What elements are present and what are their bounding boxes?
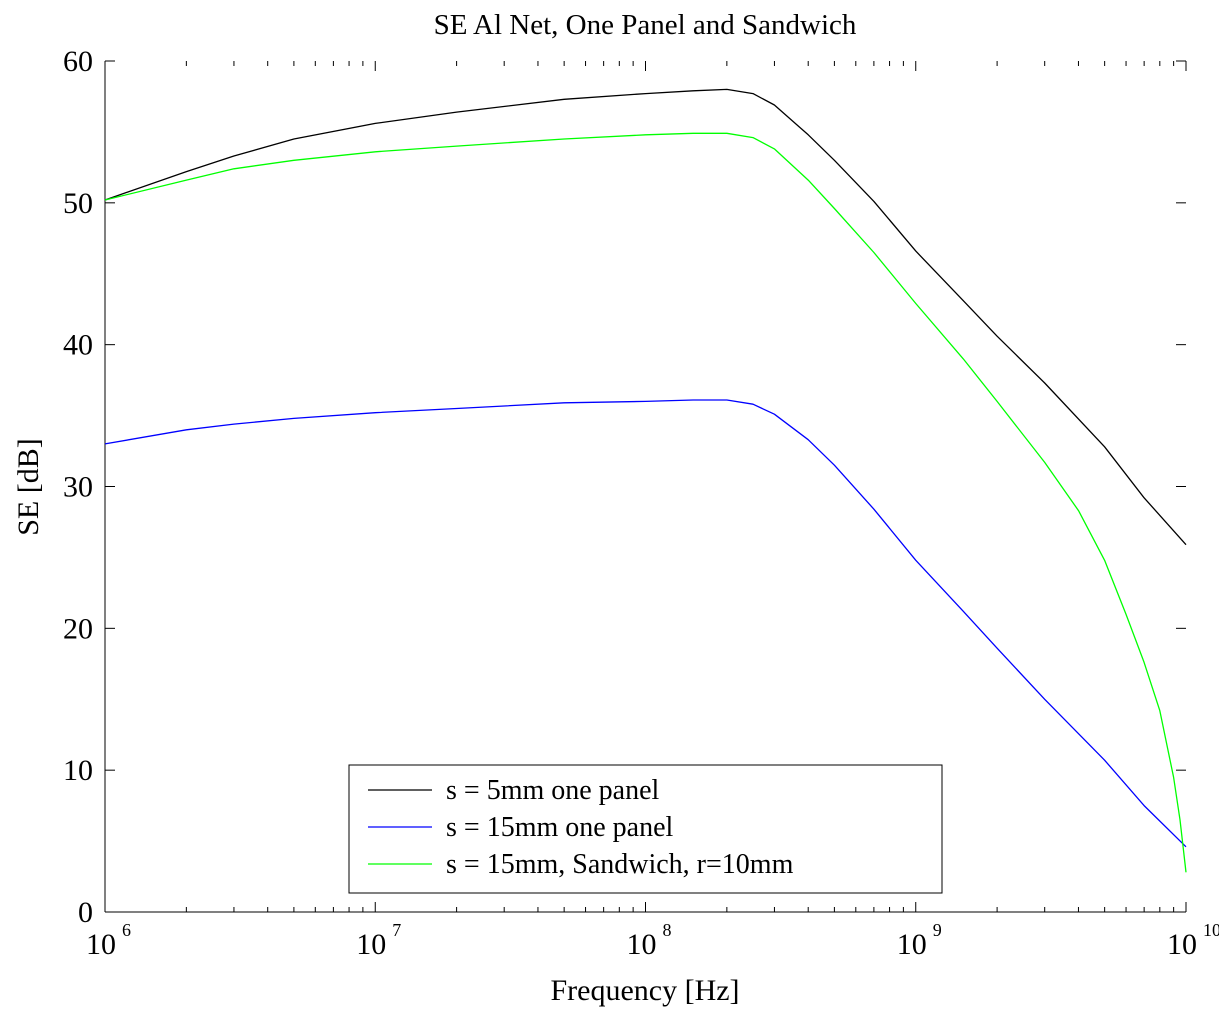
x-axis-ticks: 10 6 10 7 10 8 10 9 10 10 [86, 61, 1219, 961]
y-tick-label: 50 [63, 187, 93, 220]
y-tick-label: 10 [63, 754, 93, 787]
legend: s = 5mm one panel s = 15mm one panel s = 1… [348, 764, 943, 894]
series-line-1 [104, 88, 1187, 546]
x-tick-label: 10 [86, 928, 116, 961]
y-tick-label: 30 [63, 471, 93, 504]
y-axis-ticks: 0 10 20 30 40 50 60 [63, 45, 1186, 929]
x-tick-exponent: 8 [663, 920, 672, 940]
legend-label-1: s = 5mm one panel [446, 775, 660, 806]
y-axis-label: SE [dB] [12, 438, 45, 536]
legend-label-2: s = 15mm one panel [446, 812, 674, 843]
x-tick-exponent: 7 [392, 920, 401, 940]
series-lines [104, 88, 1187, 873]
x-tick-exponent: 6 [122, 920, 131, 940]
x-axis-label: Frequency [Hz] [550, 974, 739, 1007]
series-line-2 [104, 399, 1187, 848]
x-tick-label: 10 [356, 928, 386, 961]
y-tick-label: 60 [63, 45, 93, 78]
series-line-3 [104, 132, 1187, 873]
x-tick-label: 10 [627, 928, 657, 961]
x-tick-exponent: 10 [1203, 920, 1219, 940]
x-tick-label: 10 [1167, 928, 1197, 961]
y-tick-label: 20 [63, 612, 93, 645]
legend-label-3: s = 15mm, Sandwich, r=10mm [446, 849, 794, 880]
x-tick-exponent: 9 [933, 920, 942, 940]
y-tick-label: 0 [78, 896, 93, 929]
x-tick-label: 10 [897, 928, 927, 961]
legend-box [348, 764, 943, 894]
y-tick-label: 40 [63, 329, 93, 362]
chart-title: SE Al Net, One Panel and Sandwich [434, 9, 857, 41]
